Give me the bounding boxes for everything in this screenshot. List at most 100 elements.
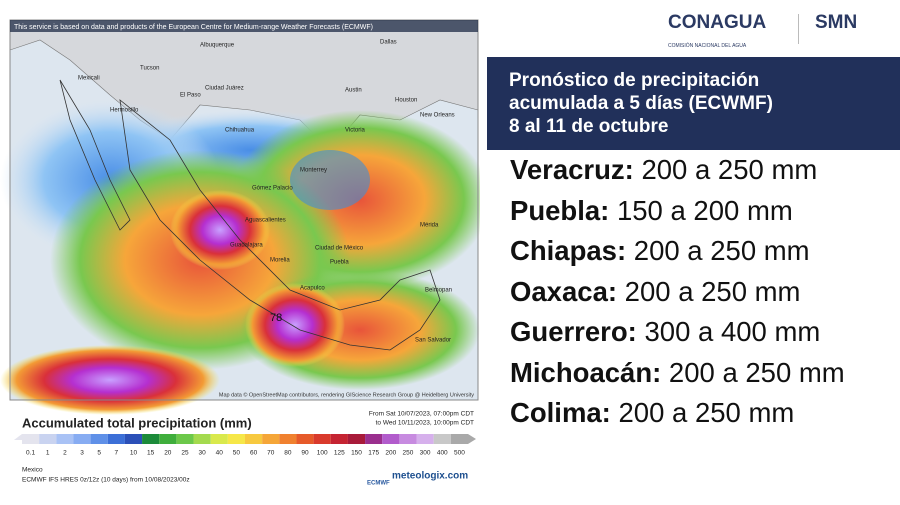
colorbar-label: 150 bbox=[351, 450, 362, 457]
state-row: Michoacán: 200 a 250 mm bbox=[510, 353, 845, 394]
city-label: 78 bbox=[270, 312, 282, 324]
colorbar-swatch bbox=[296, 434, 314, 444]
city-label: Mexicali bbox=[78, 76, 100, 82]
colorbar-label: 200 bbox=[385, 450, 396, 457]
city-label: Belmopan bbox=[425, 288, 452, 294]
colorbar-label: 1 bbox=[46, 450, 50, 457]
colorbar-label: 40 bbox=[216, 450, 224, 457]
colorbar-swatch bbox=[142, 434, 160, 444]
rain-core bbox=[245, 283, 345, 367]
legend-title: Accumulated total precipitation (mm) bbox=[22, 415, 252, 430]
colorbar-label: 7 bbox=[115, 450, 119, 457]
colorbar-swatch bbox=[22, 434, 40, 444]
colorbar-swatch bbox=[210, 434, 228, 444]
colorbar-label: 30 bbox=[198, 450, 206, 457]
rain-core bbox=[0, 345, 220, 415]
colorbar-swatch bbox=[279, 434, 297, 444]
colorbar-swatch bbox=[124, 434, 143, 444]
colorbar-swatch bbox=[245, 434, 263, 444]
ecmwf-logo: ECMWF bbox=[367, 481, 390, 487]
colorbar-swatch bbox=[416, 434, 434, 444]
colorbar-swatch bbox=[159, 434, 177, 444]
state-name: Veracruz: bbox=[510, 154, 634, 185]
city-label: Victoria bbox=[345, 128, 366, 134]
colorbar-label: 10 bbox=[130, 450, 138, 457]
colorbar-label: 70 bbox=[267, 450, 275, 457]
colorbar-swatch bbox=[330, 434, 348, 444]
colorbar-swatch bbox=[347, 434, 366, 444]
city-label: Monterrey bbox=[300, 168, 327, 174]
city-label: Dallas bbox=[380, 40, 397, 46]
smn-logo: SMN bbox=[815, 12, 857, 34]
colorbar-swatch bbox=[433, 434, 451, 444]
baja-coastline bbox=[59, 79, 131, 231]
state-name: Oaxaca: bbox=[510, 275, 618, 307]
colorbar-label: 0.1 bbox=[26, 450, 35, 457]
conagua-sub: COMISIÓN NACIONAL DEL AGUA bbox=[668, 43, 747, 49]
smn-name: SMN bbox=[815, 12, 858, 33]
city-label: Chihuahua bbox=[225, 128, 255, 134]
state-amount: 200 a 250 mm bbox=[633, 235, 810, 266]
city-label: Acapulco bbox=[300, 286, 325, 292]
state-name: Guerrero: bbox=[510, 316, 637, 347]
city-label: Albuquerque bbox=[200, 43, 235, 49]
city-label: Ciudad Juárez bbox=[205, 86, 244, 92]
colorbar-label: 25 bbox=[181, 450, 189, 457]
state-amount: 200 a 250 mm bbox=[641, 154, 818, 185]
region-label: Mexico bbox=[22, 467, 43, 474]
colorbar-swatch bbox=[227, 434, 245, 444]
colorbar-arrow bbox=[468, 434, 476, 444]
state-name: Colima: bbox=[510, 397, 611, 428]
city-label: Tucson bbox=[140, 66, 159, 72]
state-row: Puebla: 150 a 200 mm bbox=[510, 191, 845, 232]
colorbar-swatch bbox=[56, 434, 74, 444]
state-amount: 200 a 250 mm bbox=[618, 397, 795, 428]
state-row: Oaxaca: 200 a 250 mm bbox=[510, 272, 845, 313]
colorbar-label: 60 bbox=[250, 450, 258, 457]
colorbar-label: 3 bbox=[80, 450, 84, 457]
colorbar-label: 50 bbox=[233, 450, 241, 457]
credit-text: This service is based on data and produc… bbox=[14, 24, 373, 31]
colorbar-label: 100 bbox=[317, 450, 328, 457]
state-name: Puebla: bbox=[510, 194, 610, 226]
colorbar-swatch bbox=[399, 434, 417, 444]
state-amount: 300 a 400 mm bbox=[644, 316, 821, 347]
city-label: El Paso bbox=[180, 93, 201, 99]
city-label: Houston bbox=[395, 98, 417, 104]
map-panel: This service is based on data and produc… bbox=[0, 19, 480, 487]
colorbar-label: 20 bbox=[164, 450, 172, 457]
model-label: ECMWF IFS HRES 0z/12z (10 days) from 10/… bbox=[22, 477, 190, 484]
colorbar-swatch bbox=[176, 434, 194, 444]
divider bbox=[798, 14, 799, 44]
colorbar-swatch bbox=[262, 434, 280, 444]
colorbar-swatch bbox=[39, 434, 57, 444]
state-amount: 150 a 200 mm bbox=[616, 194, 793, 226]
state-amount: 200 a 250 mm bbox=[624, 275, 801, 307]
banner-line: acumulada a 5 días (ECWMF) bbox=[509, 93, 773, 114]
colorbar-label: 125 bbox=[334, 450, 345, 457]
city-label: Puebla bbox=[330, 260, 349, 266]
meteologix-logo: meteologix.com bbox=[392, 471, 468, 482]
colorbar-label: 15 bbox=[147, 450, 155, 457]
banner: Pronóstico de precipitación acumulada a … bbox=[487, 57, 900, 150]
city-label: Gómez Palacio bbox=[252, 186, 293, 192]
colorbar-label: 90 bbox=[301, 450, 309, 457]
colorbar-label: 250 bbox=[403, 450, 414, 457]
city-label: Mérida bbox=[420, 223, 439, 229]
city-label: Hermosillo bbox=[110, 108, 139, 114]
colorbar-arrow bbox=[14, 434, 22, 440]
gulf bbox=[290, 150, 370, 210]
state-name: Chiapas: bbox=[510, 235, 627, 266]
colorbar: 0.1 1 2 3 5 7 10 15 20 25 30 40 50 60 70 80 90 100 125 150 1… bbox=[14, 434, 476, 457]
colorbar-label: 500 bbox=[454, 450, 465, 457]
state-row: Colima: 200 a 250 mm bbox=[510, 393, 845, 434]
state-name: Michoacán: bbox=[510, 356, 662, 388]
state-amount: 200 a 250 mm bbox=[668, 356, 845, 388]
city-label: Aguascalientes bbox=[245, 218, 286, 224]
conagua-name: CONAGUA bbox=[668, 12, 767, 33]
attribution: Map data © OpenStreetMap contributors, r… bbox=[219, 391, 474, 398]
colorbar-swatch bbox=[73, 434, 91, 444]
colorbar-label: 300 bbox=[420, 450, 431, 457]
city-label: San Salvador bbox=[415, 338, 451, 344]
